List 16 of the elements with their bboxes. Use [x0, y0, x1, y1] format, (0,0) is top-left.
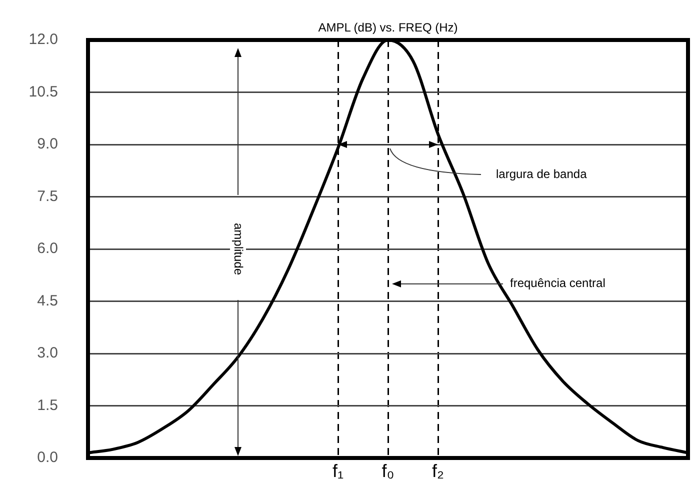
annotation: amplitude: [232, 222, 246, 276]
annotation: frequência central: [510, 276, 606, 290]
chart-title: AMPL (dB) vs. FREQ (Hz): [318, 20, 458, 34]
y-tick-label: 1.5: [37, 396, 58, 414]
y-tick-label: 6.0: [37, 240, 58, 258]
x-tick-label: f₂: [432, 460, 444, 481]
y-tick-label: 10.5: [28, 83, 58, 100]
x-tick-label: f₁: [332, 460, 344, 481]
y-tick-label: 3.0: [37, 344, 58, 362]
annotation: largura de banda: [496, 166, 588, 181]
y-tick-label: 9.0: [37, 136, 58, 153]
y-tick-label: 12.0: [28, 31, 58, 48]
y-tick-label: 4.5: [37, 292, 58, 310]
y-tick-label: 0.0: [37, 449, 58, 466]
y-tick-label: 7.5: [37, 188, 58, 205]
x-tick-label: f₀: [382, 460, 394, 481]
